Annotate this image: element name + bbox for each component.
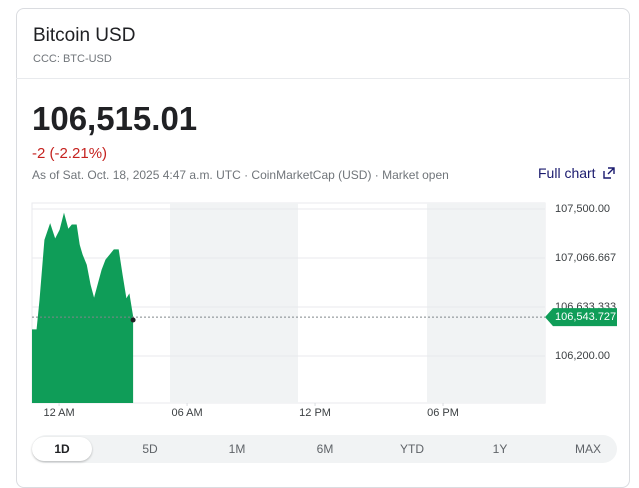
x-tick-label: 06 PM	[427, 407, 459, 419]
price: 106,515.01	[32, 100, 198, 137]
range-button[interactable]: 1D	[32, 437, 92, 461]
shade-band	[170, 203, 298, 403]
range-button[interactable]: 1Y	[492, 442, 508, 456]
x-tick-label: 12 PM	[299, 407, 331, 419]
external-icon	[603, 167, 616, 179]
area-fill	[32, 214, 134, 403]
y-tick-label: 107,500.00	[555, 203, 610, 215]
shade-band	[427, 203, 545, 403]
range-button[interactable]: MAX	[574, 442, 601, 456]
y-tick-label: 106,200.00	[555, 350, 610, 362]
range-button[interactable]: 5D	[142, 442, 158, 456]
last-point	[130, 317, 136, 323]
x-tick-label: 06 AM	[171, 407, 202, 419]
full-chart-link[interactable]: Full chart	[538, 165, 616, 181]
price-tag-label: 106,543.727	[555, 311, 616, 323]
change: -2 (-2.21%)	[32, 145, 108, 162]
chart: 106,200.00106,633.333107,066.667107,500.…	[31, 202, 617, 419]
y-tick-label: 107,066.667	[555, 252, 616, 264]
page: {"header": {"title": "Bitcoin USD", "tic…	[16, 8, 630, 488]
range-button[interactable]: 6M	[316, 442, 334, 456]
full-chart-text: Full chart	[538, 165, 596, 181]
price-line	[32, 212, 134, 331]
range-button[interactable]: YTD	[400, 442, 424, 456]
range-bar	[32, 435, 617, 463]
ticker: CCC: BTC-USD	[33, 53, 112, 65]
x-tick-label: 12 AM	[43, 407, 74, 419]
as-of: As of Sat. Oct. 18, 2025 4:47 a.m. UTC ·…	[32, 168, 449, 182]
title: Bitcoin USD	[33, 25, 136, 46]
range-button[interactable]: 1M	[228, 442, 246, 456]
price-tag	[545, 308, 617, 327]
divider	[16, 78, 630, 79]
